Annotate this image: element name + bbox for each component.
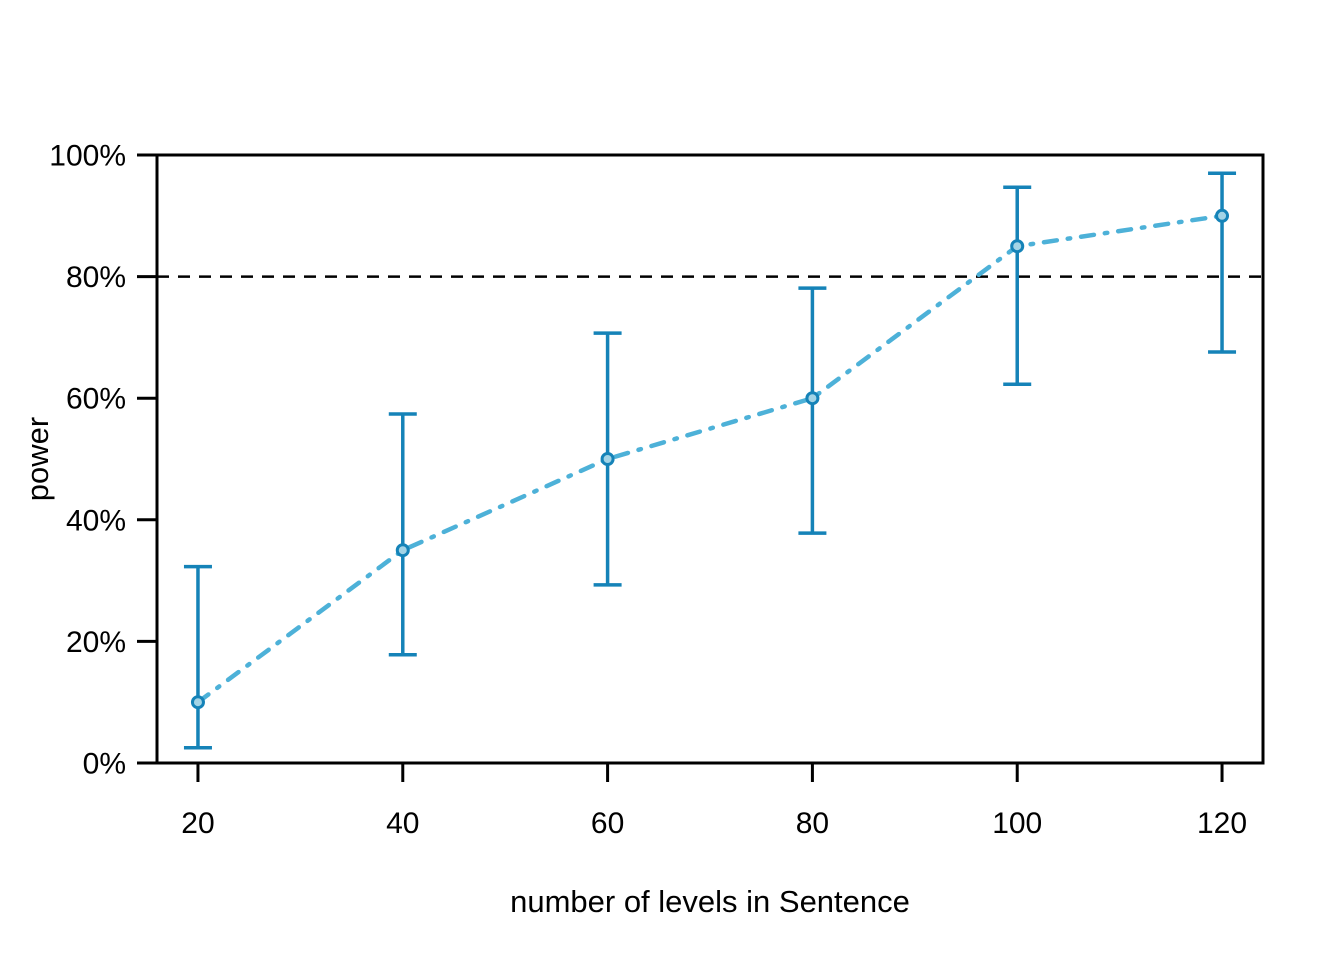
x-axis-tick-label: 60 bbox=[591, 807, 624, 840]
power-curve-line bbox=[195, 213, 1225, 705]
plot-area: 0% 20% 40% 60% 80% 100% 20 40 60 80 100 120 bbox=[49, 140, 1265, 840]
data-point-marker bbox=[190, 695, 205, 710]
x-axis-tick-label: 20 bbox=[181, 807, 214, 840]
data-point-marker bbox=[395, 543, 410, 558]
y-axis-tick-label: 0% bbox=[83, 748, 126, 781]
y-axis-tick-label: 80% bbox=[66, 261, 126, 294]
x-axis-tick-label: 80 bbox=[796, 807, 829, 840]
data-point-marker bbox=[600, 452, 615, 466]
x-axis-tick-label: 120 bbox=[1197, 807, 1247, 840]
y-axis-tick-label: 100% bbox=[49, 140, 126, 173]
y-axis-tick-label: 20% bbox=[66, 626, 126, 659]
plot-box bbox=[155, 153, 1265, 765]
data-point-marker bbox=[805, 391, 820, 406]
y-axis-tick-label: 60% bbox=[66, 383, 126, 416]
x-axis-title: number of levels in Sentence bbox=[510, 884, 910, 919]
data-point-marker bbox=[1215, 208, 1230, 223]
data-point-marker bbox=[1010, 239, 1025, 254]
x-axis-tick-label: 40 bbox=[386, 807, 419, 840]
x-axis-tick-label: 100 bbox=[992, 807, 1042, 840]
y-axis-tick-label: 40% bbox=[66, 504, 126, 537]
y-axis-title: power bbox=[20, 417, 55, 501]
